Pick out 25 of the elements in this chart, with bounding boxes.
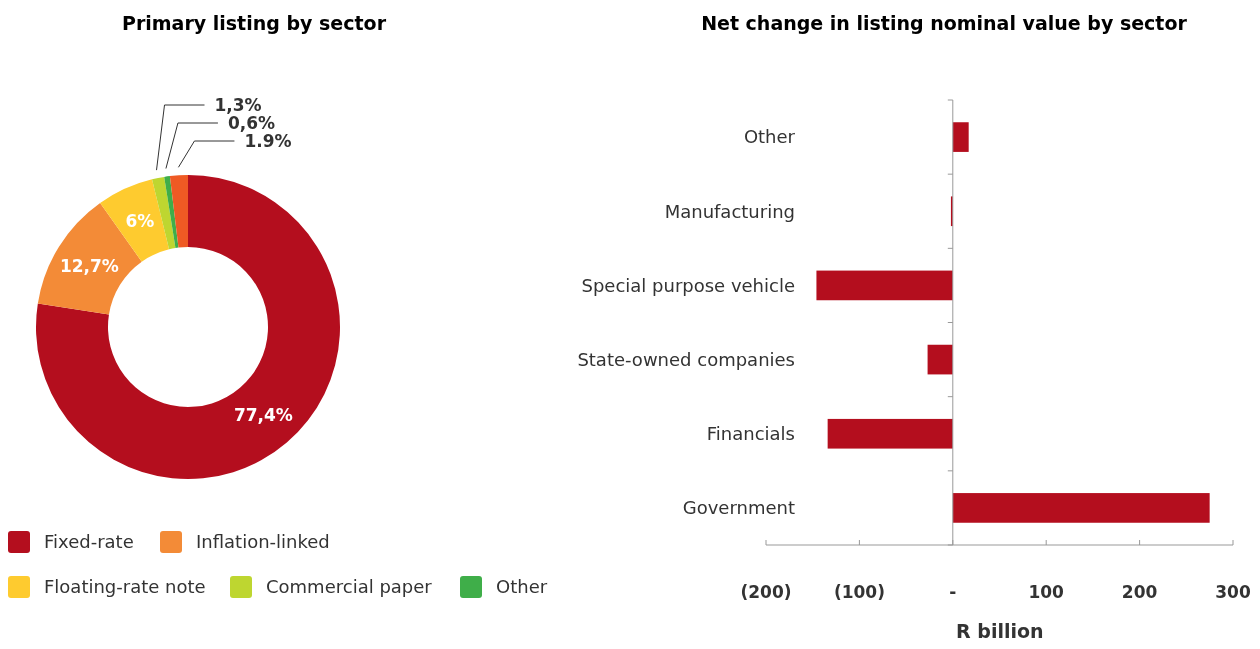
- x-axis-title: R billion: [956, 620, 1044, 642]
- y-tick-label: Government: [682, 497, 795, 519]
- y-tick-label: Financials: [706, 423, 795, 445]
- x-tick-label: -: [949, 581, 957, 602]
- legend-label: Other: [496, 576, 548, 598]
- legend-label: Fixed-rate: [44, 531, 134, 553]
- chart-title: Primary listing by sector: [121, 12, 387, 34]
- y-tick-label: Other: [743, 126, 796, 148]
- data-label: 77,4%: [233, 405, 293, 426]
- x-tick-label: 200: [1121, 581, 1158, 602]
- data-label: 1,3%: [214, 94, 262, 115]
- y-tick-label: State-owned companies: [577, 348, 795, 370]
- x-tick-label: 300: [1215, 581, 1251, 602]
- data-label: 6%: [125, 211, 155, 232]
- x-tick-label: (100): [833, 581, 885, 602]
- x-tick-label: 100: [1028, 581, 1065, 602]
- legend-label: Floating-rate note: [44, 576, 206, 598]
- y-tick-label: Manufacturing: [664, 200, 795, 222]
- legend-label: Commercial paper: [266, 576, 433, 598]
- data-label: 12,7%: [59, 255, 119, 276]
- y-tick-label: Special purpose vehicle: [581, 274, 795, 296]
- chart-title: Net change in listing nominal value by sector: [701, 12, 1188, 34]
- x-tick-label: (200): [740, 581, 792, 602]
- legend-label: Inflation-linked: [196, 531, 330, 553]
- data-label: 1.9%: [244, 130, 292, 151]
